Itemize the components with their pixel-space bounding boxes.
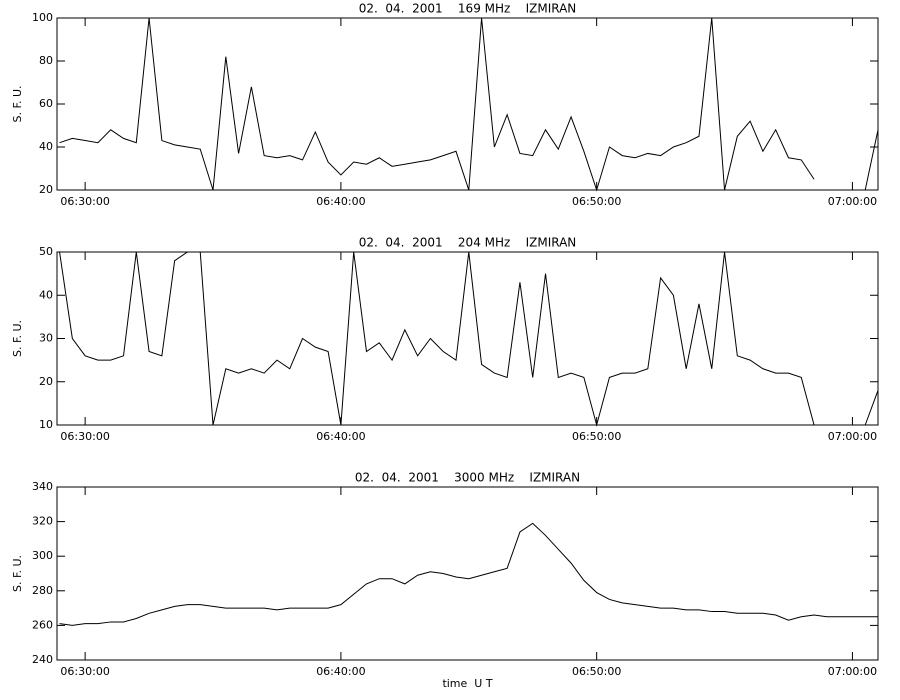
data-line	[59, 17, 879, 192]
y-tick-label: 100	[32, 11, 53, 24]
x-tick-label: 07:00:00	[828, 665, 877, 678]
x-tick-label: 06:40:00	[316, 665, 365, 678]
x-tick-label: 07:00:00	[828, 430, 877, 443]
y-tick-label: 50	[39, 245, 53, 258]
y-tick-label: 80	[39, 54, 53, 67]
y-axis-label: S. F. U.	[11, 555, 24, 592]
y-tick-label: 300	[32, 549, 53, 562]
plot-frame	[56, 17, 879, 191]
y-tick-label: 60	[39, 97, 53, 110]
chart-title: 02. 04. 2001 169 MHz IZMIRAN	[359, 2, 577, 16]
y-tick-label: 340	[32, 480, 53, 493]
y-tick-label: 280	[32, 584, 53, 597]
x-tick-label: 06:30:00	[60, 665, 109, 678]
chart-title: 02. 04. 2001 3000 MHz IZMIRAN	[355, 471, 580, 485]
plot-frame	[56, 251, 879, 426]
plot-frame	[56, 486, 879, 661]
x-tick-label: 07:00:00	[828, 195, 877, 208]
y-axis-label: S. F. U.	[11, 320, 24, 357]
y-tick-label: 260	[32, 618, 53, 631]
x-tick-label: 06:50:00	[572, 430, 621, 443]
x-tick-label: 06:30:00	[60, 195, 109, 208]
y-tick-label: 10	[39, 418, 53, 431]
y-tick-label: 320	[32, 515, 53, 528]
x-tick-label: 06:40:00	[316, 430, 365, 443]
y-tick-label: 240	[32, 653, 53, 666]
y-axis-label: S. F. U.	[11, 85, 24, 122]
chart-title: 02. 04. 2001 204 MHz IZMIRAN	[359, 236, 577, 250]
x-tick-label: 06:50:00	[572, 195, 621, 208]
y-tick-label: 30	[39, 332, 53, 345]
y-tick-label: 40	[39, 288, 53, 301]
y-tick-label: 20	[39, 375, 53, 388]
x-tick-label: 06:40:00	[316, 195, 365, 208]
data-line	[59, 251, 879, 427]
x-tick-label: 06:30:00	[60, 430, 109, 443]
x-axis-label: time U T	[442, 677, 492, 690]
x-tick-label: 06:50:00	[572, 665, 621, 678]
y-tick-label: 20	[39, 183, 53, 196]
data-line	[59, 522, 878, 626]
y-tick-label: 40	[39, 140, 53, 153]
